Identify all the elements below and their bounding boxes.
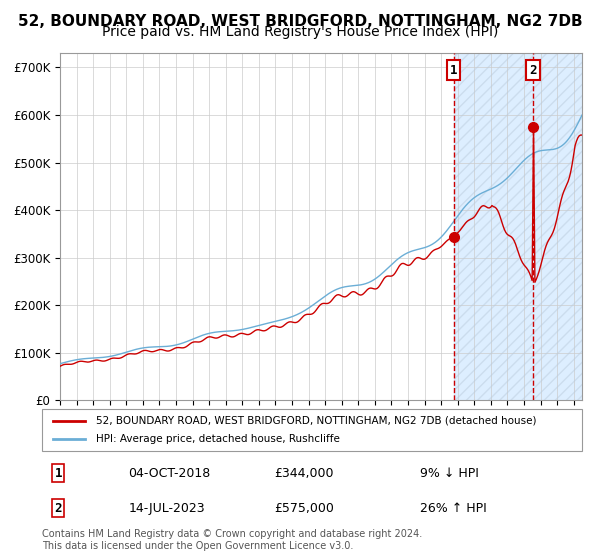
Text: 1: 1 [55,466,62,480]
Text: 1: 1 [450,64,457,77]
Text: £344,000: £344,000 [274,466,334,480]
Text: HPI: Average price, detached house, Rushcliffe: HPI: Average price, detached house, Rush… [96,434,340,444]
Text: Contains HM Land Registry data © Crown copyright and database right 2024.
This d: Contains HM Land Registry data © Crown c… [42,529,422,551]
Text: 52, BOUNDARY ROAD, WEST BRIDGFORD, NOTTINGHAM, NG2 7DB (detached house): 52, BOUNDARY ROAD, WEST BRIDGFORD, NOTTI… [96,416,536,426]
Text: 2: 2 [529,64,536,77]
Bar [454,53,582,400]
Text: Price paid vs. HM Land Registry's House Price Index (HPI): Price paid vs. HM Land Registry's House … [102,25,498,39]
Text: £575,000: £575,000 [274,502,334,515]
FancyBboxPatch shape [42,409,582,451]
Text: 04-OCT-2018: 04-OCT-2018 [128,466,211,480]
Text: 9% ↓ HPI: 9% ↓ HPI [420,466,479,480]
Bar [454,53,582,400]
Text: 26% ↑ HPI: 26% ↑ HPI [420,502,487,515]
Text: 14-JUL-2023: 14-JUL-2023 [128,502,205,515]
Text: 52, BOUNDARY ROAD, WEST BRIDGFORD, NOTTINGHAM, NG2 7DB: 52, BOUNDARY ROAD, WEST BRIDGFORD, NOTTI… [17,14,583,29]
Text: 2: 2 [55,502,62,515]
